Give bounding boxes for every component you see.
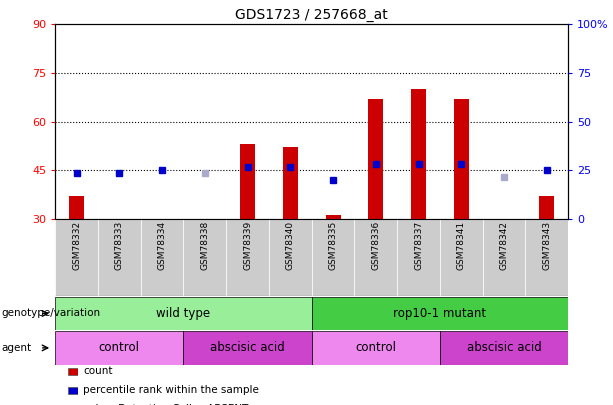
Bar: [483, 219, 525, 296]
Text: rop10-1 mutant: rop10-1 mutant: [394, 307, 487, 320]
Bar: [183, 219, 226, 296]
Text: GSM78341: GSM78341: [457, 221, 466, 270]
Text: GSM78338: GSM78338: [200, 221, 209, 270]
Bar: [55, 219, 98, 296]
Title: GDS1723 / 257668_at: GDS1723 / 257668_at: [235, 8, 388, 22]
Bar: [140, 219, 183, 296]
Text: GSM78340: GSM78340: [286, 221, 295, 270]
Text: agent: agent: [1, 343, 31, 353]
Text: GSM78333: GSM78333: [115, 221, 124, 270]
Text: count: count: [83, 367, 113, 376]
Bar: [354, 219, 397, 296]
Text: GSM78342: GSM78342: [500, 221, 509, 270]
Bar: [311, 219, 354, 296]
Bar: [283, 147, 298, 219]
Text: control: control: [99, 341, 140, 354]
Text: percentile rank within the sample: percentile rank within the sample: [83, 386, 259, 395]
Text: wild type: wild type: [156, 307, 210, 320]
Text: GSM78335: GSM78335: [329, 221, 338, 270]
Bar: [311, 331, 440, 364]
Text: abscisic acid: abscisic acid: [466, 341, 541, 354]
Text: GSM78332: GSM78332: [72, 221, 81, 270]
Text: GSM78343: GSM78343: [543, 221, 551, 270]
Text: GSM78337: GSM78337: [414, 221, 423, 270]
Bar: [68, 368, 78, 375]
Bar: [226, 219, 269, 296]
Bar: [539, 196, 554, 219]
Bar: [98, 219, 140, 296]
Text: genotype/variation: genotype/variation: [1, 309, 101, 318]
Text: GSM78336: GSM78336: [371, 221, 380, 270]
Bar: [326, 215, 341, 219]
Bar: [368, 99, 383, 219]
Text: control: control: [356, 341, 397, 354]
Bar: [440, 331, 568, 364]
Bar: [55, 297, 311, 330]
Bar: [454, 99, 469, 219]
Bar: [183, 331, 311, 364]
Text: GSM78334: GSM78334: [158, 221, 167, 270]
Bar: [397, 219, 440, 296]
Bar: [68, 387, 78, 394]
Bar: [240, 144, 255, 219]
Text: abscisic acid: abscisic acid: [210, 341, 285, 354]
Bar: [69, 196, 84, 219]
Text: GSM78339: GSM78339: [243, 221, 252, 270]
Bar: [440, 219, 483, 296]
Bar: [311, 297, 568, 330]
Bar: [411, 89, 426, 219]
Bar: [269, 219, 312, 296]
Bar: [525, 219, 568, 296]
Bar: [55, 331, 183, 364]
